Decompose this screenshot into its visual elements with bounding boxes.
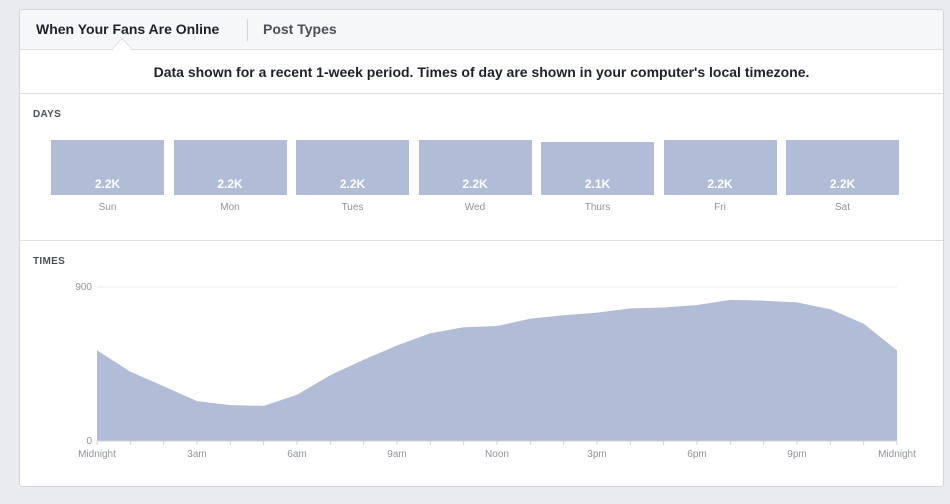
day-bar-sun[interactable]: 2.2K bbox=[51, 140, 164, 195]
day-name-label: Tues bbox=[341, 202, 364, 213]
day-bar-tues[interactable]: 2.2K bbox=[296, 140, 409, 195]
section-divider bbox=[20, 240, 943, 241]
tab-post-types[interactable]: Post Types bbox=[263, 21, 337, 37]
timezone-notice: Data shown for a recent 1-week period. T… bbox=[20, 50, 943, 94]
day-value-label: 2.2K bbox=[829, 177, 856, 191]
day-value-label: 2.1K bbox=[584, 176, 611, 191]
day-name-label: Wed bbox=[464, 202, 486, 213]
x-tick-label: 9pm bbox=[787, 449, 806, 460]
day-bar-thurs[interactable]: 2.1K bbox=[541, 142, 654, 195]
day-name-label: Thurs bbox=[584, 202, 611, 213]
times-chart: 0 900 Midnight 3am 6am 9am Noon 3pm 6pm 9pm Midnig… bbox=[75, 282, 916, 460]
x-tick-label: 6pm bbox=[687, 449, 706, 460]
x-tick-label: 9am bbox=[387, 449, 406, 460]
day-value-label: 2.2K bbox=[217, 177, 243, 191]
day-value-label: 2.2K bbox=[94, 177, 121, 191]
fans-online-area bbox=[97, 299, 897, 441]
x-tick-label: Midnight bbox=[78, 449, 116, 460]
day-bar-wed[interactable]: 2.2K bbox=[418, 140, 532, 195]
day-name-label: Sat bbox=[834, 202, 850, 213]
day-value-label: 2.2K bbox=[707, 177, 733, 191]
day-name-label: Fri bbox=[714, 202, 726, 213]
day-value-label: 2.2K bbox=[339, 177, 366, 191]
days-section-label: DAYS bbox=[33, 109, 62, 120]
day-bar-mon[interactable]: 2.2K bbox=[173, 140, 287, 195]
x-tick-label: Noon bbox=[485, 449, 509, 460]
tab-divider bbox=[247, 19, 248, 41]
day-bar-fri[interactable]: 2.2K bbox=[663, 140, 777, 195]
day-value-label: 2.2K bbox=[462, 177, 488, 191]
day-name-label: Mon bbox=[220, 202, 240, 213]
x-tick-label: 6am bbox=[287, 449, 306, 460]
x-tick-label: Midnight bbox=[878, 449, 916, 460]
x-tick-label: 3pm bbox=[587, 449, 606, 460]
y-tick-label: 900 bbox=[75, 282, 92, 293]
tab-when-fans-online[interactable]: When Your Fans Are Online bbox=[36, 21, 220, 37]
times-section-label: TIMES bbox=[33, 256, 66, 267]
y-tick-label: 0 bbox=[86, 436, 92, 447]
x-tick-label: 3am bbox=[187, 449, 206, 460]
insights-card: When Your Fans Are Online Post Types Dat… bbox=[19, 9, 944, 487]
tab-bar: When Your Fans Are Online Post Types bbox=[20, 10, 943, 58]
day-name-label: Sun bbox=[98, 202, 117, 213]
day-bar-sat[interactable]: 2.2K bbox=[786, 140, 899, 195]
